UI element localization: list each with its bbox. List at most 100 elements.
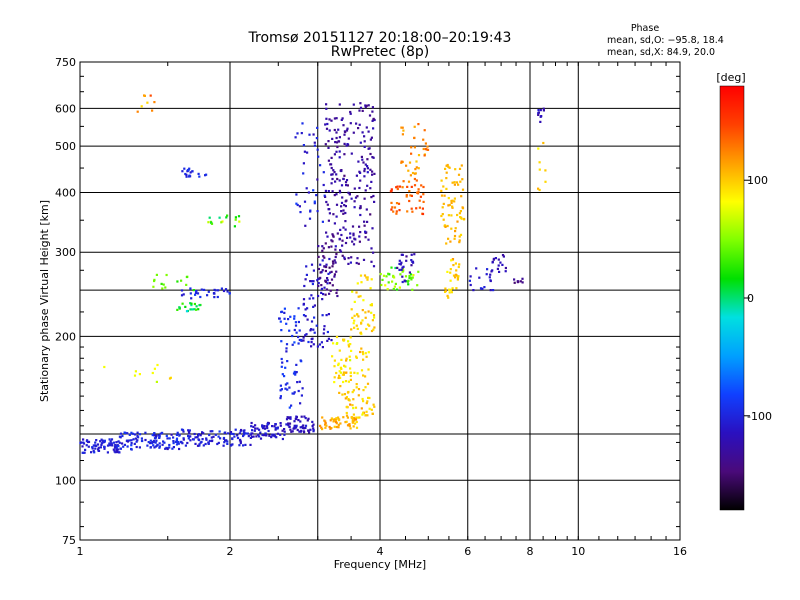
- colorbar-ticks: 100 0 -100: [744, 174, 772, 423]
- data-point: [333, 425, 336, 428]
- data-point: [312, 427, 315, 430]
- data-point: [353, 314, 356, 317]
- data-point: [133, 442, 136, 445]
- data-point: [319, 424, 322, 427]
- data-point: [274, 428, 277, 431]
- data-point: [134, 370, 137, 373]
- data-point: [92, 449, 95, 453]
- data-point: [453, 234, 457, 238]
- data-point: [305, 333, 308, 336]
- data-point: [365, 327, 368, 331]
- data-point: [304, 315, 307, 318]
- data-point: [325, 103, 328, 106]
- data-point: [369, 168, 372, 171]
- data-point: [187, 429, 190, 432]
- data-point: [335, 203, 339, 206]
- data-point: [250, 421, 253, 425]
- data-point: [281, 373, 284, 376]
- data-point: [358, 186, 361, 190]
- data-point: [300, 415, 303, 418]
- data-point: [293, 420, 296, 423]
- data-point: [195, 290, 198, 293]
- data-point: [161, 443, 164, 446]
- data-point: [373, 172, 376, 175]
- data-point: [293, 391, 296, 394]
- data-point: [408, 276, 411, 280]
- data-point: [285, 423, 288, 426]
- data-point: [417, 167, 420, 170]
- data-point: [219, 437, 222, 440]
- data-point: [452, 274, 456, 277]
- data-point: [372, 117, 375, 120]
- data-point: [295, 193, 298, 196]
- data-point: [321, 259, 324, 262]
- data-point: [335, 420, 338, 424]
- data-point: [426, 145, 429, 148]
- data-point: [501, 263, 504, 266]
- data-point: [458, 167, 462, 170]
- data-point: [84, 448, 87, 451]
- data-point: [373, 316, 376, 319]
- data-point: [253, 429, 256, 432]
- data-point: [345, 420, 348, 423]
- data-point: [328, 212, 331, 215]
- data-point: [444, 167, 447, 170]
- data-point: [324, 422, 327, 425]
- data-point: [308, 297, 311, 300]
- data-point: [455, 269, 458, 272]
- data-point: [502, 255, 505, 258]
- data-point: [333, 194, 336, 197]
- data-point: [130, 444, 133, 447]
- data-point: [339, 371, 342, 374]
- data-point: [366, 276, 369, 279]
- data-point: [222, 289, 226, 293]
- data-point: [291, 430, 294, 433]
- data-point: [343, 364, 346, 367]
- data-point: [155, 273, 158, 276]
- data-point: [351, 290, 354, 293]
- data-point: [176, 308, 179, 311]
- data-point: [198, 444, 201, 447]
- data-point: [297, 320, 300, 324]
- data-point: [372, 403, 375, 406]
- data-point: [457, 265, 460, 269]
- data-point: [333, 381, 336, 384]
- data-point: [453, 200, 456, 203]
- data-point: [174, 440, 177, 443]
- data-point: [117, 440, 120, 443]
- data-point: [149, 439, 152, 442]
- data-point: [343, 338, 346, 341]
- data-point: [351, 316, 354, 319]
- data-point: [413, 184, 417, 187]
- data-point: [349, 343, 352, 346]
- data-point: [297, 335, 300, 339]
- data-point: [368, 114, 372, 117]
- data-point: [304, 424, 308, 427]
- data-point: [449, 288, 452, 291]
- data-point: [341, 239, 344, 242]
- data-point: [454, 276, 457, 279]
- data-point: [350, 197, 353, 200]
- data-point: [360, 369, 364, 372]
- data-point: [312, 423, 315, 426]
- data-point: [302, 427, 305, 430]
- data-point: [330, 173, 333, 176]
- data-point: [366, 414, 369, 417]
- y-tick-label: 100: [55, 474, 76, 487]
- data-point: [448, 203, 451, 207]
- data-point: [352, 322, 355, 325]
- data-point: [332, 418, 336, 421]
- data-point: [182, 438, 185, 441]
- colorbar-gradient: [719, 85, 745, 511]
- data-point: [537, 187, 540, 190]
- data-point: [407, 169, 410, 172]
- data-point: [313, 331, 316, 334]
- data-point: [201, 438, 204, 441]
- data-point: [138, 433, 142, 436]
- data-point: [285, 322, 288, 325]
- data-point: [295, 331, 298, 334]
- data-point: [283, 307, 286, 310]
- chart-subtitle: RwPretec (8p): [331, 44, 429, 60]
- data-point: [369, 213, 372, 216]
- data-point: [331, 233, 334, 236]
